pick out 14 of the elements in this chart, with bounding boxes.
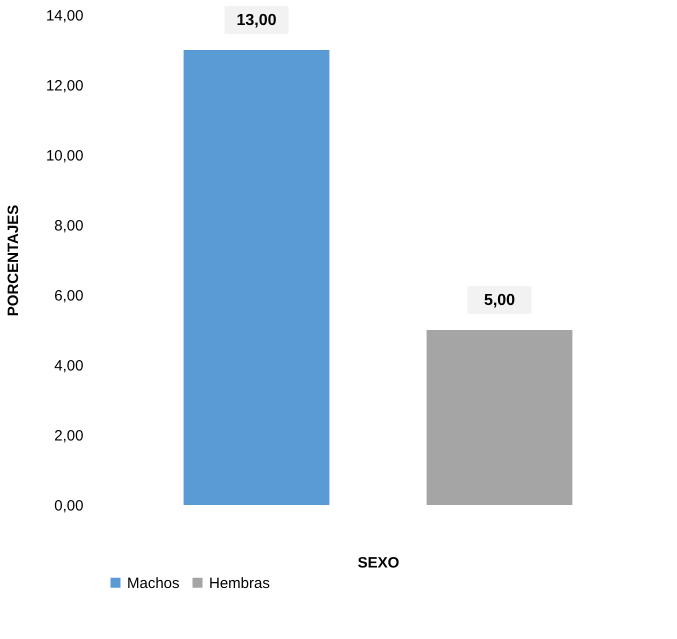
legend-label: Hembras <box>209 574 270 592</box>
y-tick-label: 12,00 <box>46 78 84 94</box>
y-tick-label: 4,00 <box>54 358 84 374</box>
y-tick-label: 6,00 <box>54 288 84 304</box>
y-tick-label: 2,00 <box>54 428 84 444</box>
y-tick-label: 10,00 <box>46 148 84 164</box>
legend-label: Machos <box>127 574 180 592</box>
x-axis-title: SEXO <box>358 554 400 572</box>
y-axis-title: PORCENTAJES <box>4 204 22 316</box>
y-tick-label: 14,00 <box>46 8 84 24</box>
data-label: 13,00 <box>236 12 277 29</box>
y-tick-label: 0,00 <box>54 498 84 514</box>
data-label: 5,00 <box>484 292 516 309</box>
y-tick-label: 8,00 <box>54 218 84 234</box>
